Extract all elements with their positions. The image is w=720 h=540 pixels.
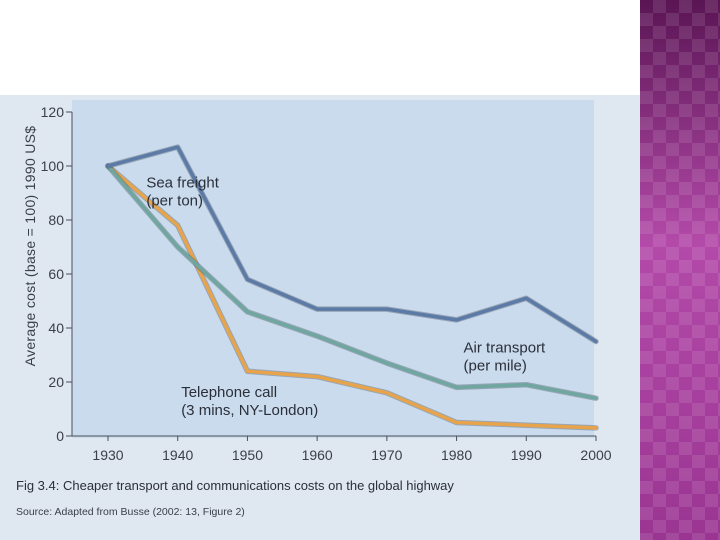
x-tick-label: 1970 [371,447,402,463]
y-tick-label: 60 [48,266,64,282]
line-chart: 0 20 40 60 80 100 120 1930 1940 1950 1960 1970 1980 1… [41,104,612,463]
decorative-sidebar [640,0,720,540]
telephone-call-label-line2: (3 mins, NY-London) [181,402,318,419]
x-tick-label: 1980 [441,447,472,463]
telephone-call-line [106,164,598,430]
x-tick-label: 1990 [511,447,542,463]
x-tick-label: 2000 [580,447,611,463]
y-tick-label: 20 [48,374,64,390]
x-tick-label: 1960 [302,447,333,463]
sea-freight-label-line1: Sea freight [146,175,219,192]
x-tick-label: 1940 [162,447,193,463]
air-transport-label-line2: (per mile) [464,357,527,374]
y-tick-label: 100 [41,158,65,174]
y-tick-label: 80 [48,212,64,228]
sea-freight-label-line2: (per ton) [146,193,203,210]
x-tick-label: 1950 [232,447,263,463]
sea-freight-line [106,145,598,344]
air-transport-line [106,164,598,400]
y-tick-label: 0 [56,428,64,444]
telephone-call-label-line1: Telephone call [181,384,277,401]
figure-caption: Fig 3.4: Cheaper transport and communica… [16,478,454,493]
air-transport-label-line1: Air transport [464,339,547,356]
y-tick-label: 40 [48,320,64,336]
figure-source: Source: Adapted from Busse (2002: 13, Fi… [16,506,245,518]
x-tick-label: 1930 [92,447,123,463]
y-tick-label: 120 [41,104,65,120]
